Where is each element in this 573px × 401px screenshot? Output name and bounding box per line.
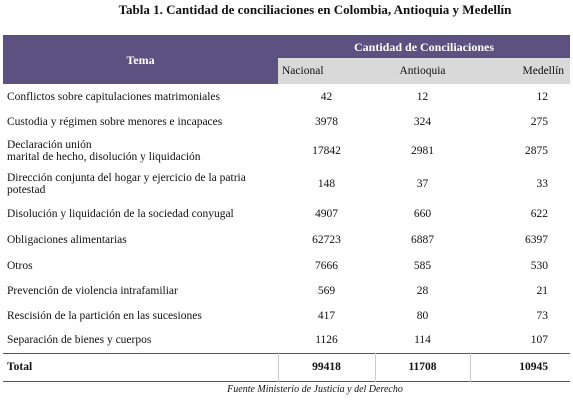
row-label: Conflictos sobre capitulaciones matrimon… <box>7 90 221 103</box>
row-label: Declaración unión marital de hecho, diso… <box>7 139 201 163</box>
cell-value: 114 <box>414 334 431 347</box>
cell-value: 21 <box>536 284 549 297</box>
table-body: Conflictos sobre capitulaciones matrimon… <box>3 84 571 381</box>
table-row: Disolución y liquidación de la sociedad … <box>3 201 570 227</box>
cell-value: 99418 <box>277 353 375 381</box>
table-row: Obligaciones alimentarias 62723 6887 6397 <box>3 227 570 253</box>
row-label: Prevención de violencia intrafamiliar <box>7 284 178 297</box>
row-label: Separación de bienes y cuerpos <box>7 334 152 347</box>
cell-value: 585 <box>413 259 432 272</box>
table-row: Conflictos sobre capitulaciones matrimon… <box>3 84 570 109</box>
cell-value: 660 <box>413 208 432 220</box>
cell-value: 417 <box>317 309 336 322</box>
cell-value: 80 <box>416 309 429 322</box>
table-title: Tabla 1. Cantidad de conciliaciones en C… <box>118 2 512 17</box>
table-row: Custodia y régimen sobre menores e incap… <box>3 109 570 135</box>
cell-value: 12 <box>536 90 549 103</box>
cell-value: 3978 <box>315 116 338 128</box>
cell-value: 33 <box>536 178 549 190</box>
cell-value: 622 <box>530 208 549 220</box>
row-label: Obligaciones alimentarias <box>7 234 127 246</box>
cell-value: 17842 <box>312 145 341 157</box>
header-column: Nacional <box>278 58 375 84</box>
cell-value: 10945 <box>469 353 571 381</box>
cell-value: 569 <box>317 284 336 297</box>
table-row: Prevención de violencia intrafamiliar 569… <box>3 278 570 303</box>
cell-value: 6887 <box>411 234 434 246</box>
cell-value: 1126 <box>315 334 338 347</box>
cell-value: 107 <box>530 334 549 347</box>
table-row: Total 99418 11708 10945 <box>3 353 571 381</box>
cell-value: 28 <box>416 284 429 297</box>
cell-value: 2981 <box>411 145 434 157</box>
header-topic: Tema <box>3 35 278 84</box>
row-label: Custodia y régimen sobre menores e incap… <box>7 116 223 128</box>
header-column: Antioquia <box>375 58 470 84</box>
cell-value: 12 <box>416 90 429 103</box>
cell-value: 62723 <box>312 234 341 246</box>
cell-value: 2875 <box>525 145 549 157</box>
table-row: Dirección conjunta del hogar y ejercicio… <box>3 167 570 201</box>
table-row: Rescisión de la partición en las sucesio… <box>3 303 570 328</box>
cell-value: 530 <box>530 259 549 272</box>
cell-value: 7666 <box>315 259 338 272</box>
cell-value: 42 <box>320 90 333 103</box>
cell-value: 11708 <box>374 353 470 381</box>
table-row: Declaración unión marital de hecho, diso… <box>3 135 570 167</box>
row-label: Disolución y liquidación de la sociedad … <box>7 208 234 220</box>
table-row: Separación de bienes y cuerpos 1126 114 107 <box>3 328 570 353</box>
header-column: Medellín <box>470 58 571 84</box>
table: Tema Cantidad de Conciliaciones Nacional… <box>3 35 571 382</box>
cell-value: 6397 <box>525 234 549 246</box>
row-label: Otros <box>7 259 33 272</box>
cell-value: 324 <box>413 116 432 128</box>
row-label: Total <box>7 361 33 373</box>
cell-value: 37 <box>416 178 429 190</box>
cell-value: 4907 <box>315 208 338 220</box>
cell-value: 148 <box>317 178 336 190</box>
header-group: Cantidad de Conciliaciones <box>278 35 571 58</box>
row-label: Dirección conjunta del hogar y ejercicio… <box>7 172 246 196</box>
table-row: Otros 7666 585 530 <box>3 253 570 278</box>
row-label: Rescisión de la partición en las sucesio… <box>7 309 202 322</box>
cell-value: 275 <box>530 116 549 128</box>
source-note: Fuente Ministerio de Justicia y del Dere… <box>227 384 403 395</box>
cell-value: 73 <box>536 309 549 322</box>
